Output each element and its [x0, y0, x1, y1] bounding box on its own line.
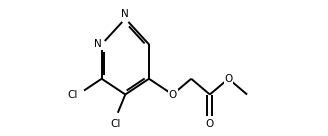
Text: Cl: Cl	[68, 89, 78, 100]
Text: Cl: Cl	[110, 119, 120, 129]
Text: O: O	[169, 89, 177, 100]
Text: O: O	[206, 119, 214, 129]
Text: O: O	[224, 74, 233, 84]
Text: N: N	[121, 9, 129, 19]
Text: N: N	[94, 39, 102, 49]
